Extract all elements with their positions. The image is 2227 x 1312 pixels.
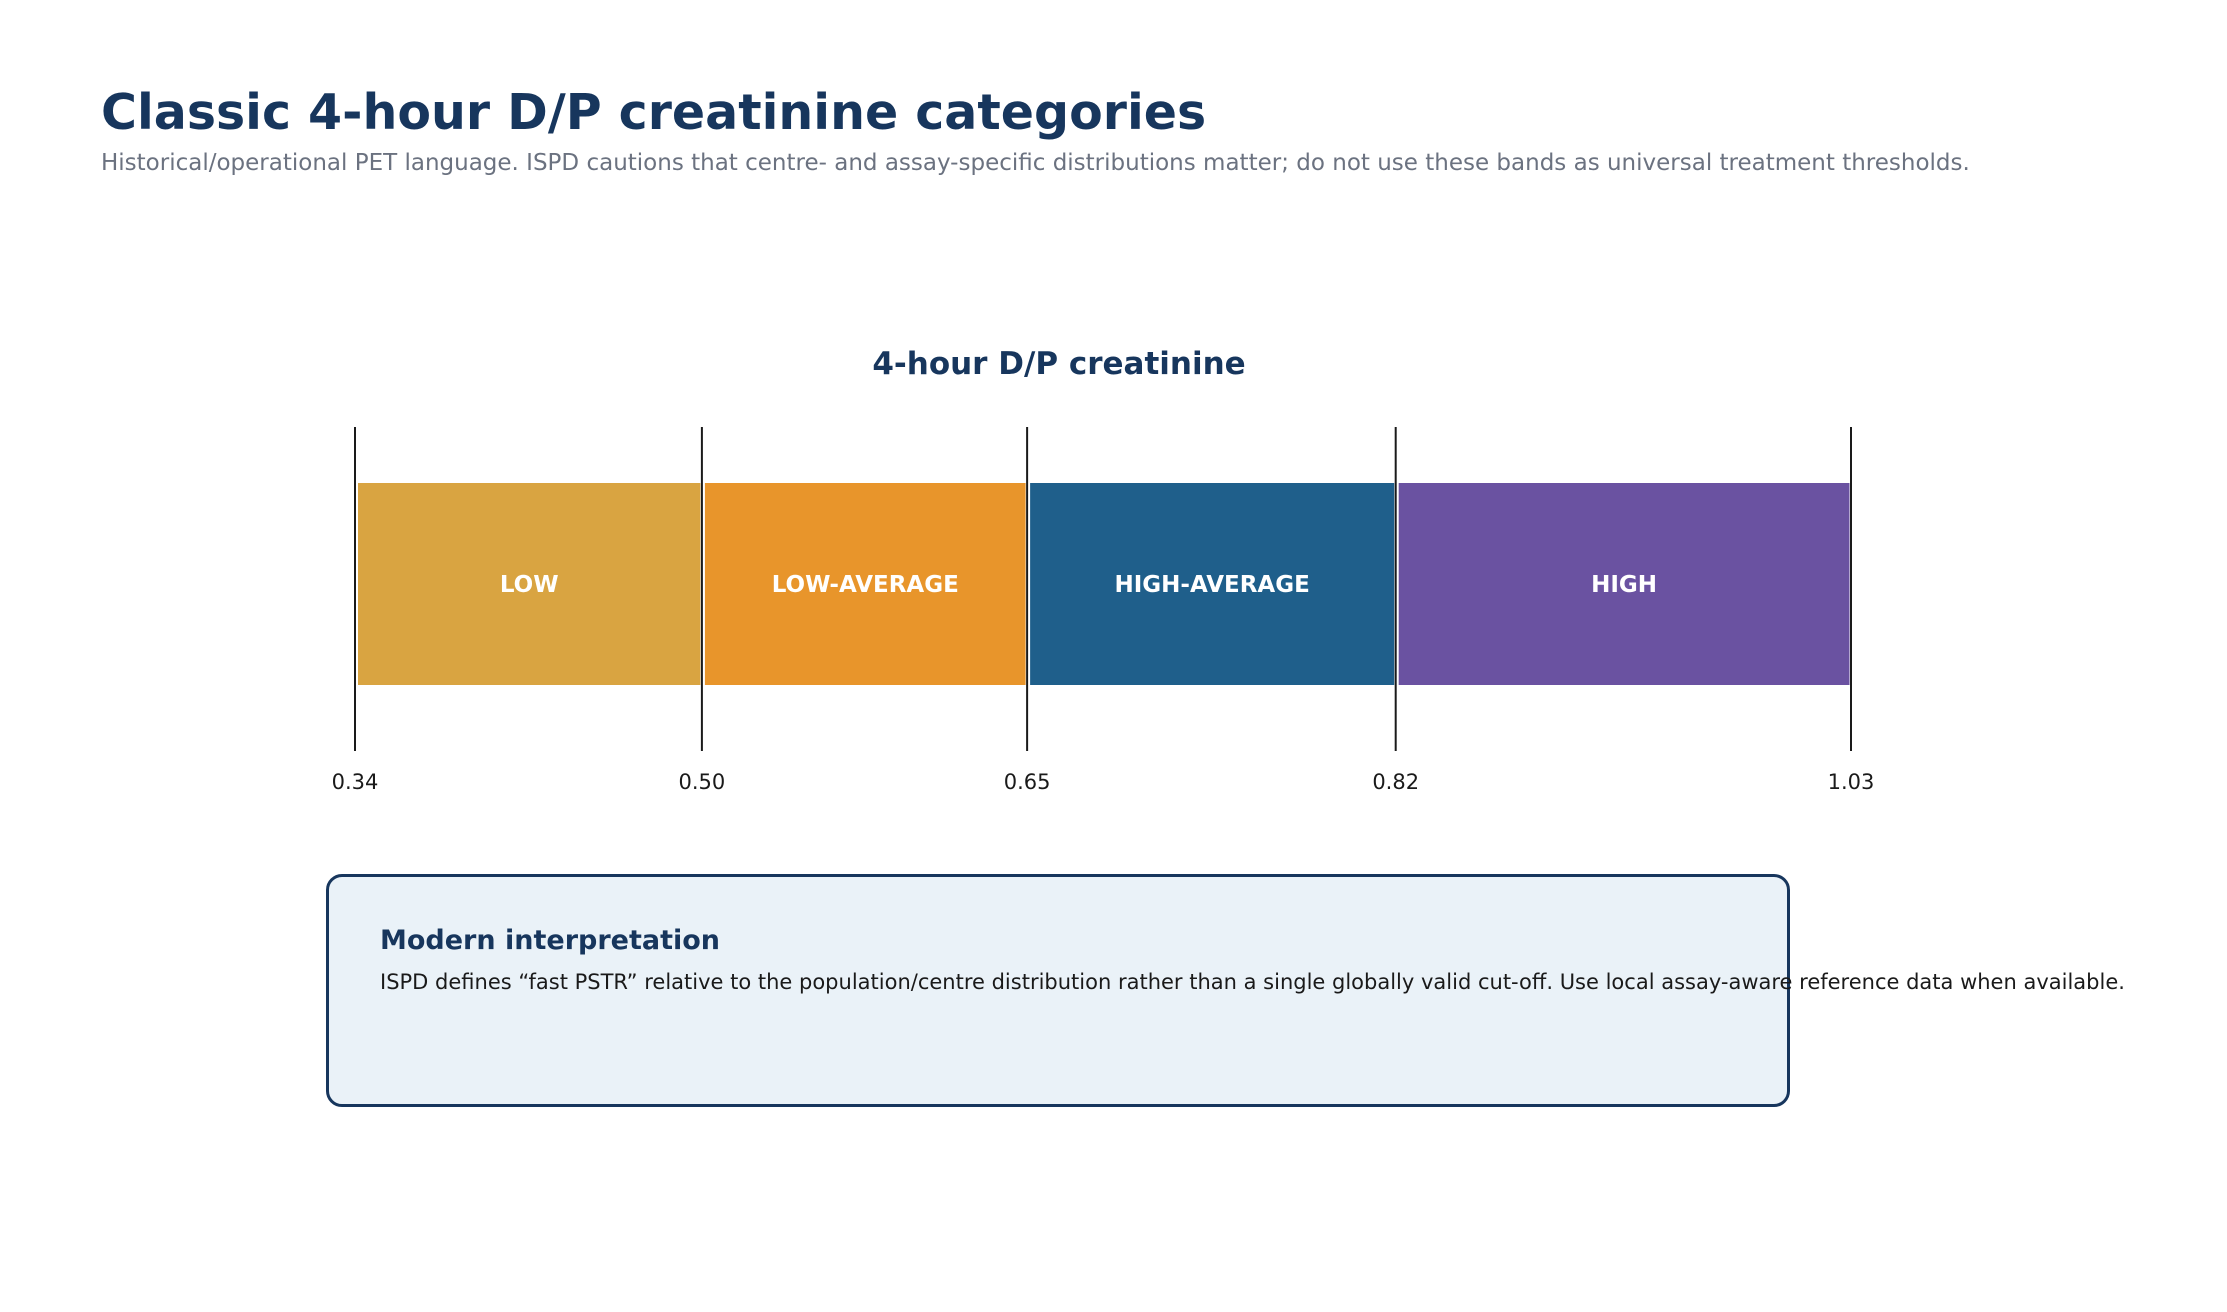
interpretation-title: Modern interpretation xyxy=(380,925,721,956)
category-label-low: LOW xyxy=(500,572,559,598)
tick-label: 0.82 xyxy=(1372,770,1419,794)
tick-label: 1.03 xyxy=(1828,770,1875,794)
tick-label: 0.50 xyxy=(679,770,726,794)
interpretation-text: ISPD defines “fast PSTR” relative to the… xyxy=(380,970,2125,994)
tick-label: 0.65 xyxy=(1004,770,1051,794)
category-bar-high xyxy=(1398,483,1850,685)
scale-title: 4-hour D/P creatinine xyxy=(872,346,1246,382)
category-bar-low-average xyxy=(704,483,1026,685)
category-bar-high-average xyxy=(1030,483,1395,685)
page-title: Classic 4-hour D/P creatinine categories xyxy=(101,84,1207,141)
category-label-high: HIGH xyxy=(1591,572,1657,598)
tick-label: 0.34 xyxy=(332,770,379,794)
category-bar-low xyxy=(358,483,701,685)
category-label-low-average: LOW-AVERAGE xyxy=(772,572,959,598)
interpretation-box xyxy=(326,874,1790,1107)
page-subtitle: Historical/operational PET language. ISP… xyxy=(101,150,1970,176)
category-label-high-average: HIGH-AVERAGE xyxy=(1114,572,1309,598)
